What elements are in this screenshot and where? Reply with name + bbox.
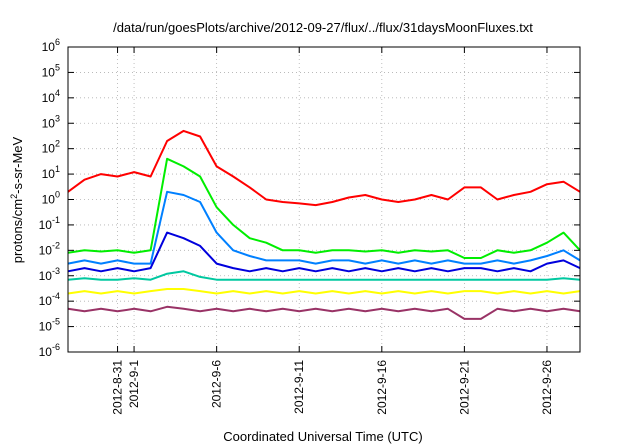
x-tick-label: 2012-9-26 [540, 360, 554, 415]
y-tick-label: 10-1 [39, 215, 60, 232]
y-tick-label: 100 [42, 190, 60, 207]
series-line-3 [67, 190, 581, 265]
x-tick-label: 2012-9-6 [210, 360, 224, 408]
y-axis: 10-6 10-5 10-4 10-3 10-2 10-1 100 101 102 103 104 1… [39, 37, 580, 359]
y-tick-label: 10-6 [39, 342, 60, 359]
y-tick-label: 105 [42, 62, 60, 79]
series-line-1 [67, 129, 581, 207]
series-line-5 [67, 270, 581, 281]
series-line-4 [67, 231, 581, 273]
series-lines [67, 129, 581, 320]
series-line-2 [67, 157, 581, 259]
series-line-7 [67, 305, 581, 320]
y-tick-label: 10-2 [39, 240, 60, 257]
x-axis: 2012-8-31 2012-9-1 2012-9-6 2012-9-11 2012-9… [111, 47, 554, 415]
y-tick-label: 104 [42, 88, 60, 105]
y-axis-label: protons/cm2-s-sr-MeV [9, 136, 25, 263]
x-tick-label: 2012-8-31 [111, 360, 125, 415]
x-tick-label: 2012-9-16 [375, 360, 389, 415]
y-tick-label: 101 [42, 164, 60, 181]
grid [68, 47, 580, 352]
chart-title: /data/run/goesPlots/archive/2012-09-27/f… [113, 20, 533, 35]
y-tick-label: 10-5 [39, 317, 60, 334]
y-tick-label: 10-3 [39, 266, 60, 283]
x-axis-label: Coordinated Universal Time (UTC) [223, 429, 422, 444]
y-tick-label: 106 [42, 37, 60, 54]
x-tick-label: 2012-9-1 [127, 360, 141, 408]
x-tick-label: 2012-9-21 [457, 360, 471, 415]
x-tick-label: 2012-9-11 [292, 360, 306, 414]
y-tick-label: 103 [42, 113, 60, 130]
series-line-6 [67, 288, 581, 295]
y-tick-label: 102 [42, 139, 60, 156]
y-tick-label: 10-4 [39, 291, 60, 308]
